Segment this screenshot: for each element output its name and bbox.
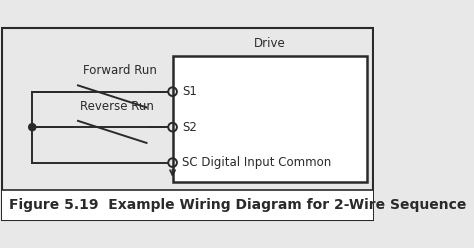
- Text: Figure 5.19  Example Wiring Diagram for 2-Wire Sequence: Figure 5.19 Example Wiring Diagram for 2…: [9, 198, 466, 212]
- Text: S2: S2: [182, 121, 197, 134]
- Text: Forward Run: Forward Run: [83, 64, 157, 77]
- Bar: [2, 190, 373, 220]
- Text: S1: S1: [182, 85, 197, 98]
- Bar: [173, 56, 367, 182]
- Circle shape: [29, 124, 36, 131]
- Text: Reverse Run: Reverse Run: [80, 100, 154, 113]
- Text: SC Digital Input Common: SC Digital Input Common: [182, 156, 331, 169]
- Text: Drive: Drive: [254, 37, 286, 50]
